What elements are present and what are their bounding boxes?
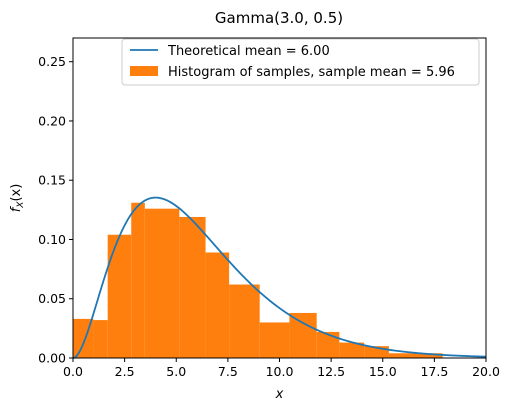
x-axis: 0.0 2.5 5.0 7.5 10.0 12.5 15.0 17.5 20.0 [63, 358, 500, 379]
legend: Theoretical mean = 6.00 Histogram of sam… [121, 38, 480, 86]
x-tick-label: 15.0 [369, 364, 397, 379]
legend-box [121, 38, 480, 86]
x-tick-label: 17.5 [420, 364, 448, 379]
histogram-bar-6 [205, 252, 230, 358]
chart-title: Gamma(3.0, 0.5) [215, 9, 343, 27]
plot-area [72, 37, 487, 359]
x-tick-label: 10.0 [266, 364, 294, 379]
x-tick-label: 0.0 [63, 364, 83, 379]
y-tick-label: 0.15 [38, 173, 66, 188]
theoretical-curve-layer [72, 196, 487, 359]
y-tick-label: 0.25 [38, 54, 66, 69]
legend-bar-swatch [130, 66, 158, 76]
y-tick-label: 0.05 [38, 291, 66, 306]
legend-entry-theoretical: Theoretical mean = 6.00 [167, 44, 330, 59]
theoretical-pdf-line [72, 196, 487, 359]
x-tick-label: 7.5 [218, 364, 238, 379]
histogram-bar-4 [144, 208, 180, 358]
x-tick-label: 12.5 [317, 364, 345, 379]
histogram-bar-13 [388, 353, 443, 358]
histogram-bar-3 [131, 202, 145, 358]
y-axis: 0.00 0.05 0.10 0.15 0.20 0.25 [38, 54, 73, 366]
histogram-bar-5 [179, 216, 206, 358]
y-axis-label: fX(x) [9, 184, 26, 213]
histogram-bar-11 [339, 342, 365, 358]
histogram-bar-2 [107, 234, 132, 358]
histogram-bars [73, 202, 443, 358]
histogram-bar-10 [316, 331, 340, 358]
x-tick-label: 2.5 [115, 364, 135, 379]
x-tick-label: 5.0 [166, 364, 186, 379]
histogram-bar-8 [259, 322, 290, 358]
histogram-bar-9 [289, 312, 317, 358]
histogram-bar-7 [229, 284, 260, 358]
histogram-bar-12 [364, 346, 389, 358]
y-tick-label: 0.00 [38, 351, 66, 366]
x-tick-label: 20.0 [472, 364, 500, 379]
y-tick-label: 0.20 [38, 113, 66, 128]
histogram-bar-1 [93, 320, 108, 358]
x-axis-label: x [275, 387, 284, 402]
y-tick-label: 0.10 [38, 232, 66, 247]
legend-entry-histogram: Histogram of samples, sample mean = 5.96 [168, 65, 455, 80]
